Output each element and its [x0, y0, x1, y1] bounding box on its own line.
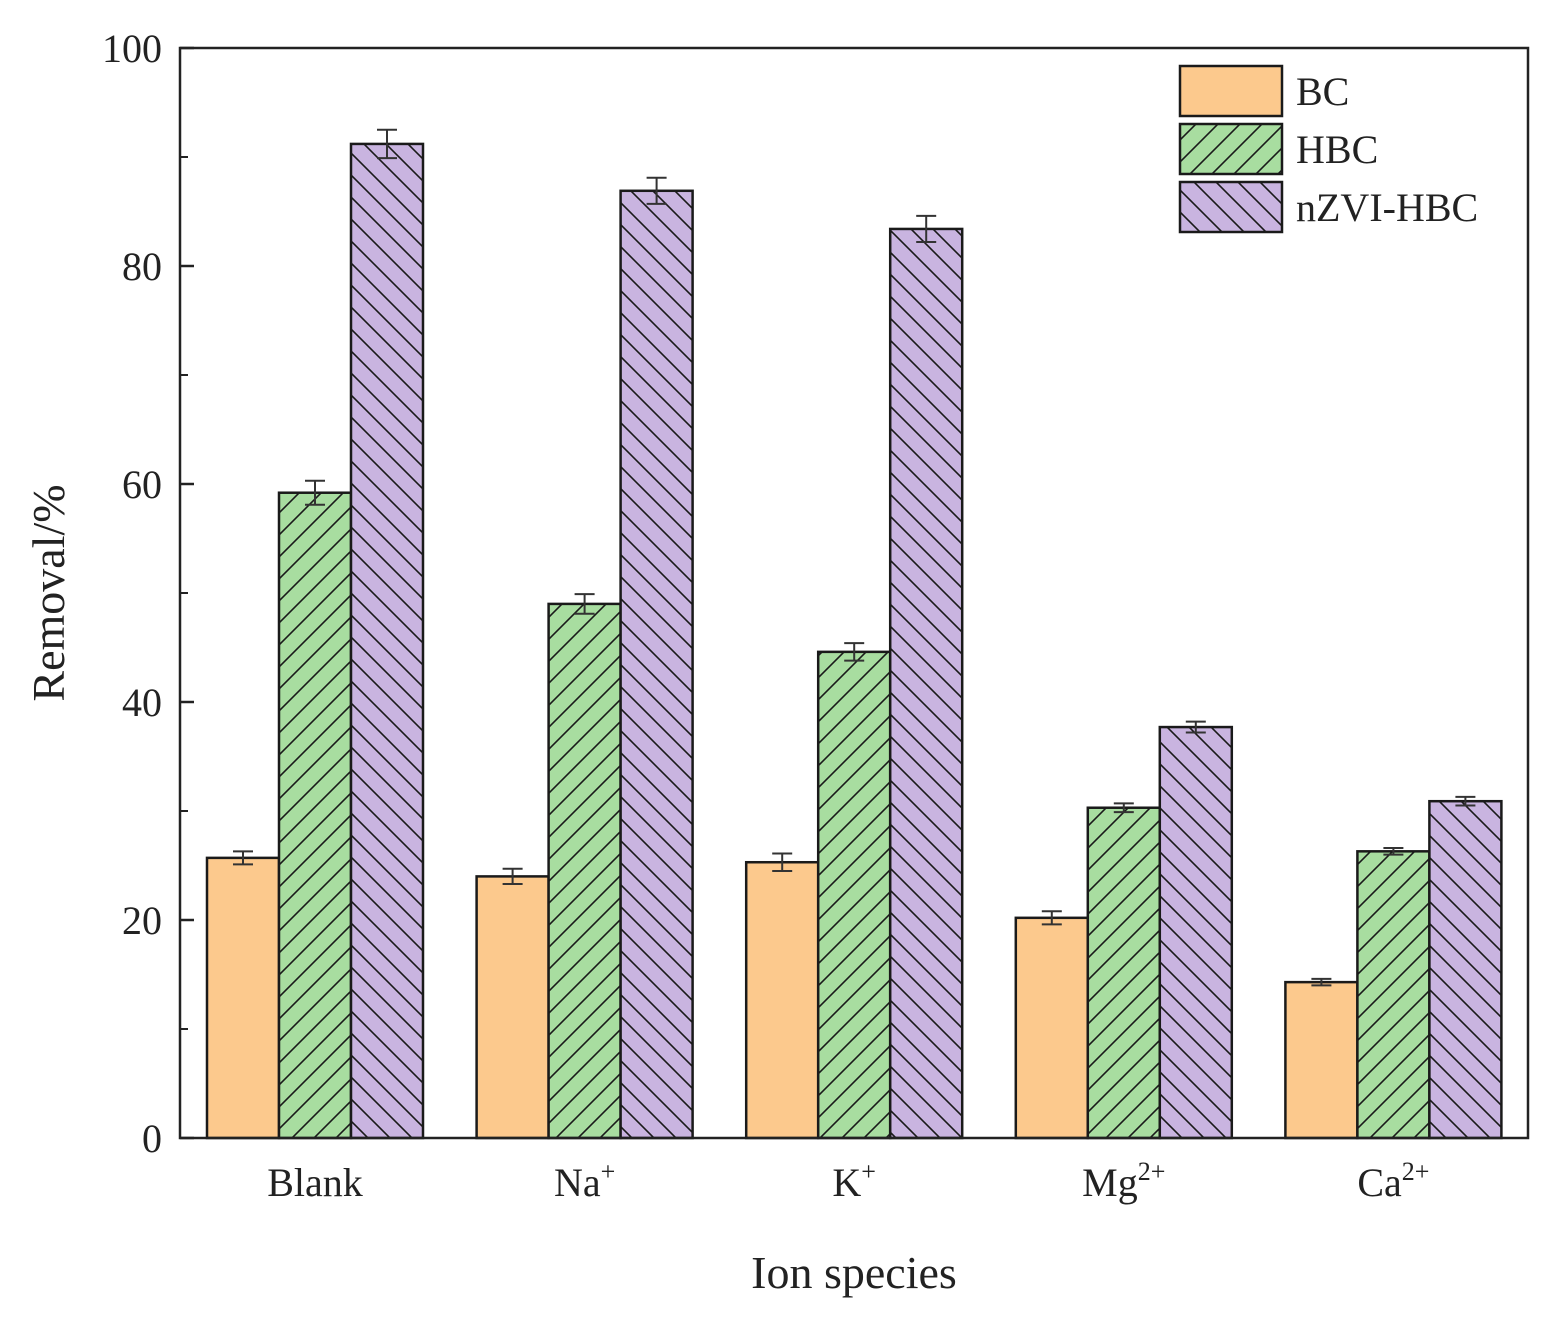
bar-nzvi-hbc-2 [888, 227, 964, 1140]
legend-label-bc: BC [1296, 69, 1349, 114]
y-tick-label-0: 0 [142, 1116, 162, 1161]
bar-nzvi-hbc-3 [1158, 725, 1234, 1140]
bar-hbc-1 [547, 602, 622, 1140]
error-bar-bc-4 [1311, 977, 1332, 987]
legend-swatch-bc [1178, 64, 1284, 118]
error-bar-nzvi-hbc-2 [916, 214, 937, 244]
x-tick-label-4: Ca2+ [1357, 1157, 1429, 1205]
error-bar-hbc-2 [844, 642, 865, 662]
x-tick-label-0: Blank [267, 1160, 363, 1205]
x-tick-label-1: Na+ [554, 1157, 615, 1205]
y-tick-label-20: 20 [122, 898, 162, 943]
bar-bc-0 [205, 856, 281, 1140]
error-bar-bc-1 [502, 867, 523, 886]
error-bar-hbc-3 [1113, 802, 1134, 814]
bar-bc-3 [1014, 916, 1090, 1140]
legend-swatch-hbc [1178, 122, 1284, 176]
bar-nzvi-hbc-4 [1428, 799, 1503, 1140]
bar-hbc-0 [277, 491, 353, 1140]
x-tick-label-3: Mg2+ [1082, 1157, 1165, 1205]
bar-hbc-4 [1356, 850, 1431, 1140]
error-bar-hbc-1 [574, 593, 595, 615]
error-bar-nzvi-hbc-0 [377, 128, 397, 160]
y-tick-label-60: 60 [122, 462, 162, 507]
x-tick-label-2: K+ [832, 1157, 876, 1205]
bar-hbc-3 [1086, 806, 1162, 1140]
bar-bc-4 [1284, 980, 1359, 1140]
y-tick-label-40: 40 [122, 680, 162, 725]
error-bar-nzvi-hbc-1 [646, 176, 667, 205]
error-bar-nzvi-hbc-3 [1185, 720, 1206, 734]
legend-swatch-nzvi-hbc [1178, 180, 1284, 234]
error-bar-bc-2 [772, 852, 793, 872]
y-axis-title: Removal/% [23, 484, 74, 701]
bar-bc-2 [744, 860, 820, 1140]
error-bar-hbc-4 [1383, 847, 1404, 856]
bar-bc-1 [475, 875, 550, 1140]
error-bar-bc-3 [1041, 910, 1062, 926]
error-bar-hbc-0 [305, 479, 325, 506]
legend-label-nzvi-hbc: nZVI-HBC [1296, 185, 1478, 230]
y-tick-label-80: 80 [122, 244, 162, 289]
bar-nzvi-hbc-1 [619, 189, 694, 1140]
x-axis-title: Ion species [751, 1247, 957, 1298]
error-bar-nzvi-hbc-4 [1455, 795, 1476, 807]
y-tick-label-100: 100 [102, 26, 162, 71]
legend-label-hbc: HBC [1296, 127, 1378, 172]
error-bar-bc-0 [233, 850, 253, 866]
bar-hbc-2 [816, 650, 892, 1140]
bar-nzvi-hbc-0 [349, 142, 425, 1140]
